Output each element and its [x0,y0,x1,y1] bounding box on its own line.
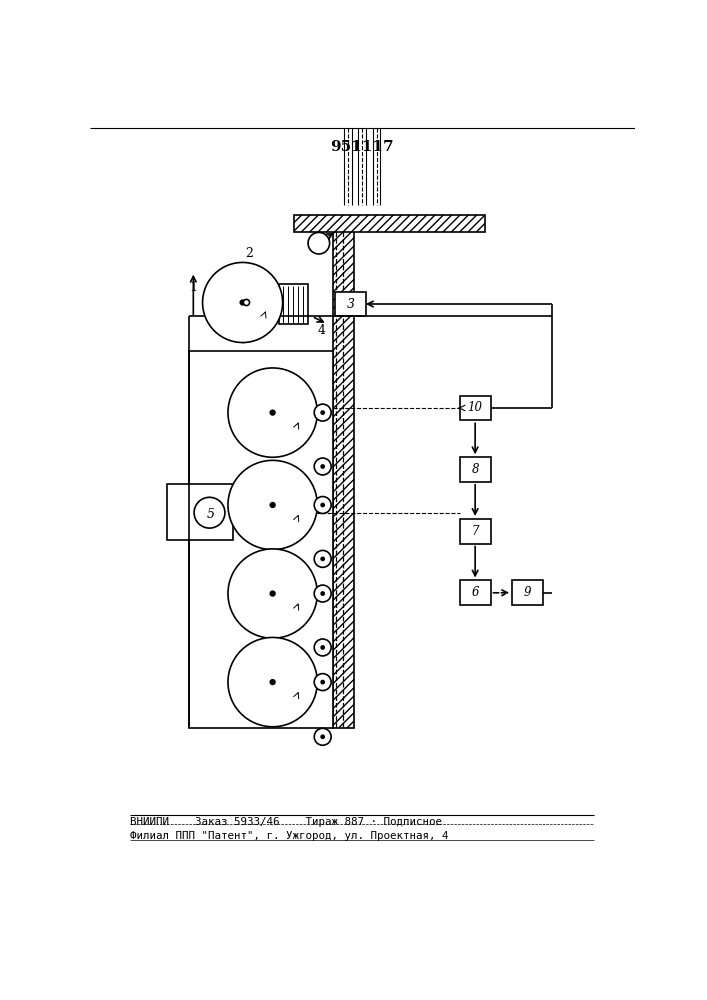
Text: 4: 4 [318,324,326,337]
Circle shape [314,585,331,602]
Circle shape [240,300,245,305]
Circle shape [321,503,325,507]
Text: 951117: 951117 [330,140,394,154]
Text: 2: 2 [245,247,252,260]
Circle shape [270,591,275,596]
Bar [460,580,491,605]
Bar [294,215,485,232]
Text: 9: 9 [524,586,531,599]
Circle shape [314,550,331,567]
Circle shape [314,404,331,421]
Bar [167,484,233,540]
Bar [460,519,491,544]
Circle shape [228,549,317,638]
Bar [460,457,491,482]
Text: Филиал ППП "Патент", г. Ужгород, ул. Проектная, 4: Филиал ППП "Патент", г. Ужгород, ул. Про… [130,831,449,841]
Circle shape [314,458,331,475]
Text: ВНИИПИ    Заказ 5933/46    Тираж 887 · Подписное: ВНИИПИ Заказ 5933/46 Тираж 887 · Подписн… [130,817,442,827]
Circle shape [321,411,325,414]
Circle shape [194,497,225,528]
Text: 5: 5 [207,508,215,521]
Text: 7: 7 [472,525,479,538]
Circle shape [228,368,317,457]
Circle shape [203,262,283,343]
Circle shape [321,465,325,468]
Bar [279,284,308,324]
Text: 8: 8 [472,463,479,476]
Text: 1: 1 [189,281,197,294]
Text: 6: 6 [472,586,479,599]
Circle shape [314,497,331,513]
Circle shape [308,232,329,254]
Bar [333,220,354,728]
Bar [460,396,491,420]
Bar [335,292,366,316]
Circle shape [321,592,325,595]
Bar [512,580,543,605]
Circle shape [228,637,317,727]
Text: 3: 3 [346,298,354,311]
Bar [189,351,333,728]
Circle shape [243,299,250,306]
Circle shape [321,646,325,649]
Circle shape [321,681,325,684]
Circle shape [314,728,331,745]
Circle shape [270,680,275,684]
Circle shape [228,460,317,550]
Circle shape [270,503,275,507]
Text: 10: 10 [467,401,483,414]
Circle shape [314,639,331,656]
Circle shape [321,557,325,560]
Circle shape [321,735,325,738]
Circle shape [270,410,275,415]
Circle shape [314,674,331,691]
